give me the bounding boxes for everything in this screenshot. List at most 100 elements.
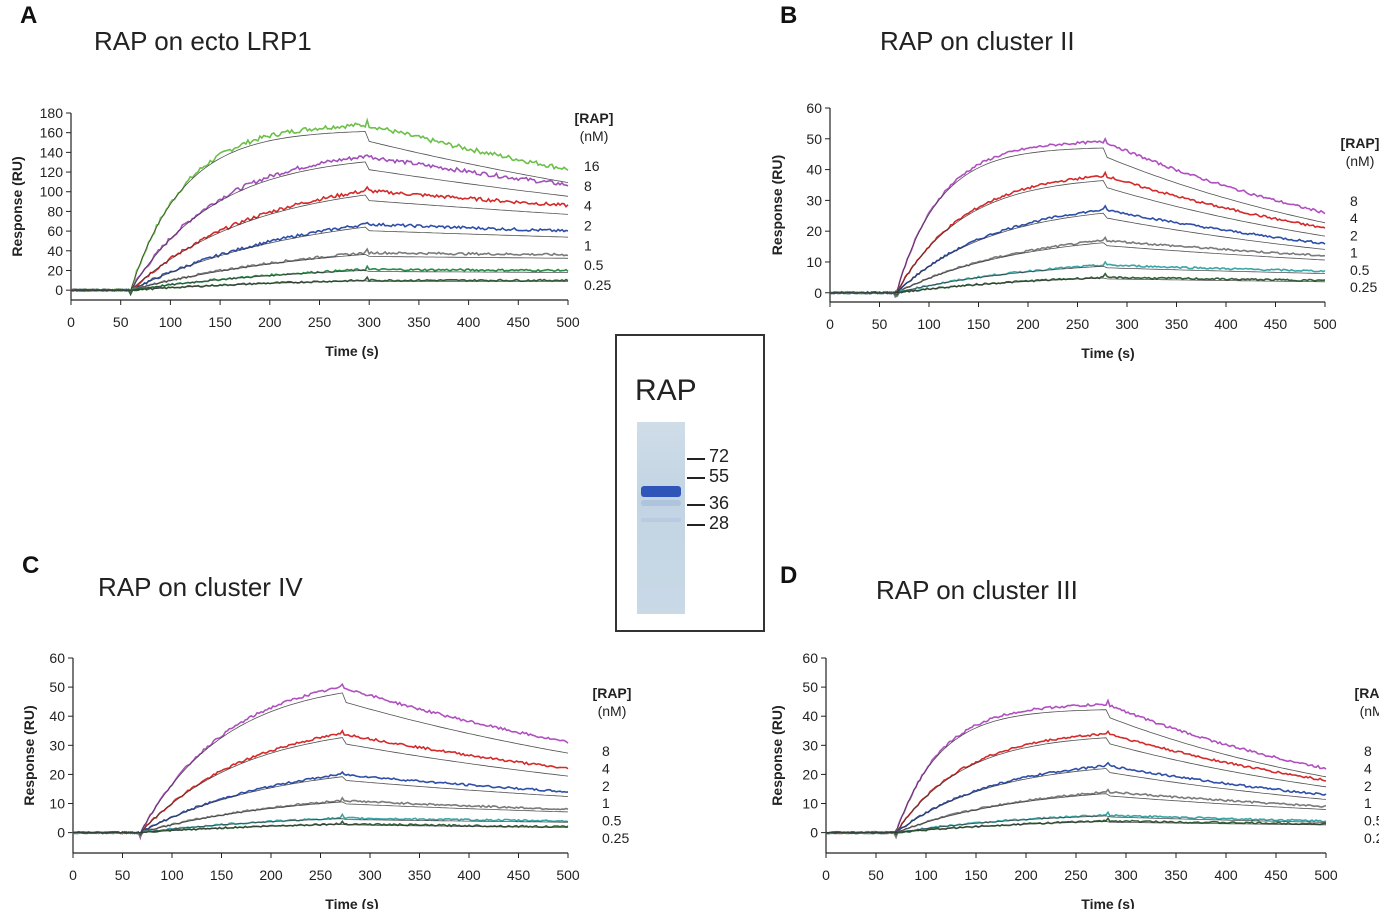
y-tick-label: 0 xyxy=(810,825,818,841)
y-tick-label: 30 xyxy=(806,192,822,208)
data-trace-1nM xyxy=(825,788,1327,840)
y-tick-label: 20 xyxy=(49,766,65,782)
x-tick-label: 500 xyxy=(1313,316,1337,332)
x-tick-label: 0 xyxy=(826,316,834,332)
x-tick-label: 350 xyxy=(1164,867,1188,883)
gel-faint-band xyxy=(641,518,681,522)
fit-curve-0.5nM xyxy=(71,269,568,291)
x-tick-label: 500 xyxy=(556,867,580,883)
x-tick-label: 100 xyxy=(917,316,941,332)
fit-curve-2nM xyxy=(73,776,569,833)
legend-label-2nM: 2 xyxy=(602,778,610,794)
fit-curve-1nM xyxy=(830,242,1326,294)
y-tick-label: 40 xyxy=(49,708,65,724)
x-tick-label: 250 xyxy=(308,314,332,330)
legend-label-8nM: 8 xyxy=(1350,193,1358,209)
legend-label-1nM: 1 xyxy=(1350,245,1358,261)
fit-curve-1nM xyxy=(73,801,569,833)
panel-title-a: RAP on ecto LRP1 xyxy=(94,26,312,56)
gel-inset: RAP 72 55 36 28 xyxy=(615,334,765,632)
gel-marker-tick xyxy=(687,524,705,526)
legend-label-4nM: 4 xyxy=(602,760,610,776)
legend-label-16nM: 16 xyxy=(584,158,600,174)
x-tick-label: 50 xyxy=(868,867,884,883)
x-axis-title: Time (s) xyxy=(325,343,378,359)
x-tick-label: 500 xyxy=(1314,867,1338,883)
x-tick-label: 400 xyxy=(1214,316,1238,332)
fit-curve-0.5nM xyxy=(73,818,568,833)
y-tick-label: 140 xyxy=(40,144,64,160)
x-tick-label: 400 xyxy=(457,867,481,883)
y-tick-label: 10 xyxy=(49,796,65,812)
x-tick-label: 450 xyxy=(1264,316,1288,332)
legend-label-0.5nM: 0.5 xyxy=(602,813,622,829)
gel-marker-36: 36 xyxy=(709,493,730,513)
y-tick-label: 10 xyxy=(802,796,818,812)
x-axis-title: Time (s) xyxy=(325,896,378,909)
y-tick-label: 120 xyxy=(40,164,64,180)
legend-label-8nM: 8 xyxy=(584,178,592,194)
legend-label-0.5nM: 0.5 xyxy=(1364,813,1379,829)
x-tick-label: 450 xyxy=(1264,867,1288,883)
fit-curve-1nM xyxy=(826,793,1327,833)
legend-label-2nM: 2 xyxy=(584,218,592,234)
fit-curve-0.5nM xyxy=(830,265,1326,294)
y-tick-label: 80 xyxy=(47,203,63,219)
y-tick-label: 60 xyxy=(806,100,822,116)
y-tick-label: 0 xyxy=(55,282,63,298)
legend-label-0.25nM: 0.25 xyxy=(602,830,629,846)
x-tick-label: 50 xyxy=(115,867,131,883)
legend-title: [RAP] xyxy=(575,110,614,126)
y-axis-title: Response (RU) xyxy=(21,705,37,805)
legend-label-1nM: 1 xyxy=(1364,795,1372,811)
y-tick-label: 100 xyxy=(40,184,64,200)
data-trace-2nM xyxy=(70,221,569,296)
x-tick-label: 0 xyxy=(67,314,75,330)
x-tick-label: 250 xyxy=(1064,867,1088,883)
legend-label-2nM: 2 xyxy=(1364,778,1372,794)
data-trace-8nM xyxy=(72,682,569,841)
legend-unit: (nM) xyxy=(1360,703,1379,719)
x-tick-label: 150 xyxy=(967,316,991,332)
x-tick-label: 200 xyxy=(1016,316,1040,332)
y-tick-label: 60 xyxy=(802,650,818,666)
y-tick-label: 160 xyxy=(40,125,64,141)
x-tick-label: 0 xyxy=(822,867,830,883)
data-trace-8nM xyxy=(829,137,1326,298)
x-tick-label: 300 xyxy=(358,867,382,883)
legend-title: [RAP] xyxy=(1341,135,1379,151)
y-tick-label: 20 xyxy=(806,223,822,239)
gel-marker-72: 72 xyxy=(709,446,730,466)
fit-curve-1nM xyxy=(71,253,569,291)
panel-title-b: RAP on cluster II xyxy=(880,26,1075,56)
fit-curve-8nM xyxy=(71,161,569,291)
panel-letter-b: B xyxy=(780,2,798,29)
legend-label-1nM: 1 xyxy=(584,237,592,253)
x-tick-label: 50 xyxy=(113,314,129,330)
panel-title-c: RAP on cluster IV xyxy=(98,572,303,602)
fit-curve-2nM xyxy=(826,768,1327,833)
y-tick-label: 50 xyxy=(802,679,818,695)
x-tick-label: 250 xyxy=(309,867,333,883)
fit-curve-0.25nM xyxy=(830,277,1326,294)
data-trace-0.5nM xyxy=(829,260,1326,295)
fit-curve-0.25nM xyxy=(73,823,569,833)
legend-label-4nM: 4 xyxy=(584,198,592,214)
x-tick-label: 150 xyxy=(208,314,232,330)
fit-curve-2nM xyxy=(71,226,569,291)
gel-faint-band xyxy=(641,500,681,506)
legend-label-4nM: 4 xyxy=(1350,210,1358,226)
x-tick-label: 350 xyxy=(408,867,432,883)
y-tick-label: 40 xyxy=(47,243,63,259)
legend-unit: (nM) xyxy=(1346,153,1375,169)
y-tick-label: 60 xyxy=(47,223,63,239)
data-trace-0.25nM xyxy=(72,819,569,837)
y-tick-label: 60 xyxy=(49,650,65,666)
y-tick-label: 40 xyxy=(802,708,818,724)
y-tick-label: 20 xyxy=(47,262,63,278)
fit-curve-0.5nM xyxy=(826,815,1326,833)
legend-label-0.5nM: 0.5 xyxy=(1350,262,1370,278)
x-tick-label: 300 xyxy=(1115,316,1139,332)
legend-unit: (nM) xyxy=(598,703,627,719)
